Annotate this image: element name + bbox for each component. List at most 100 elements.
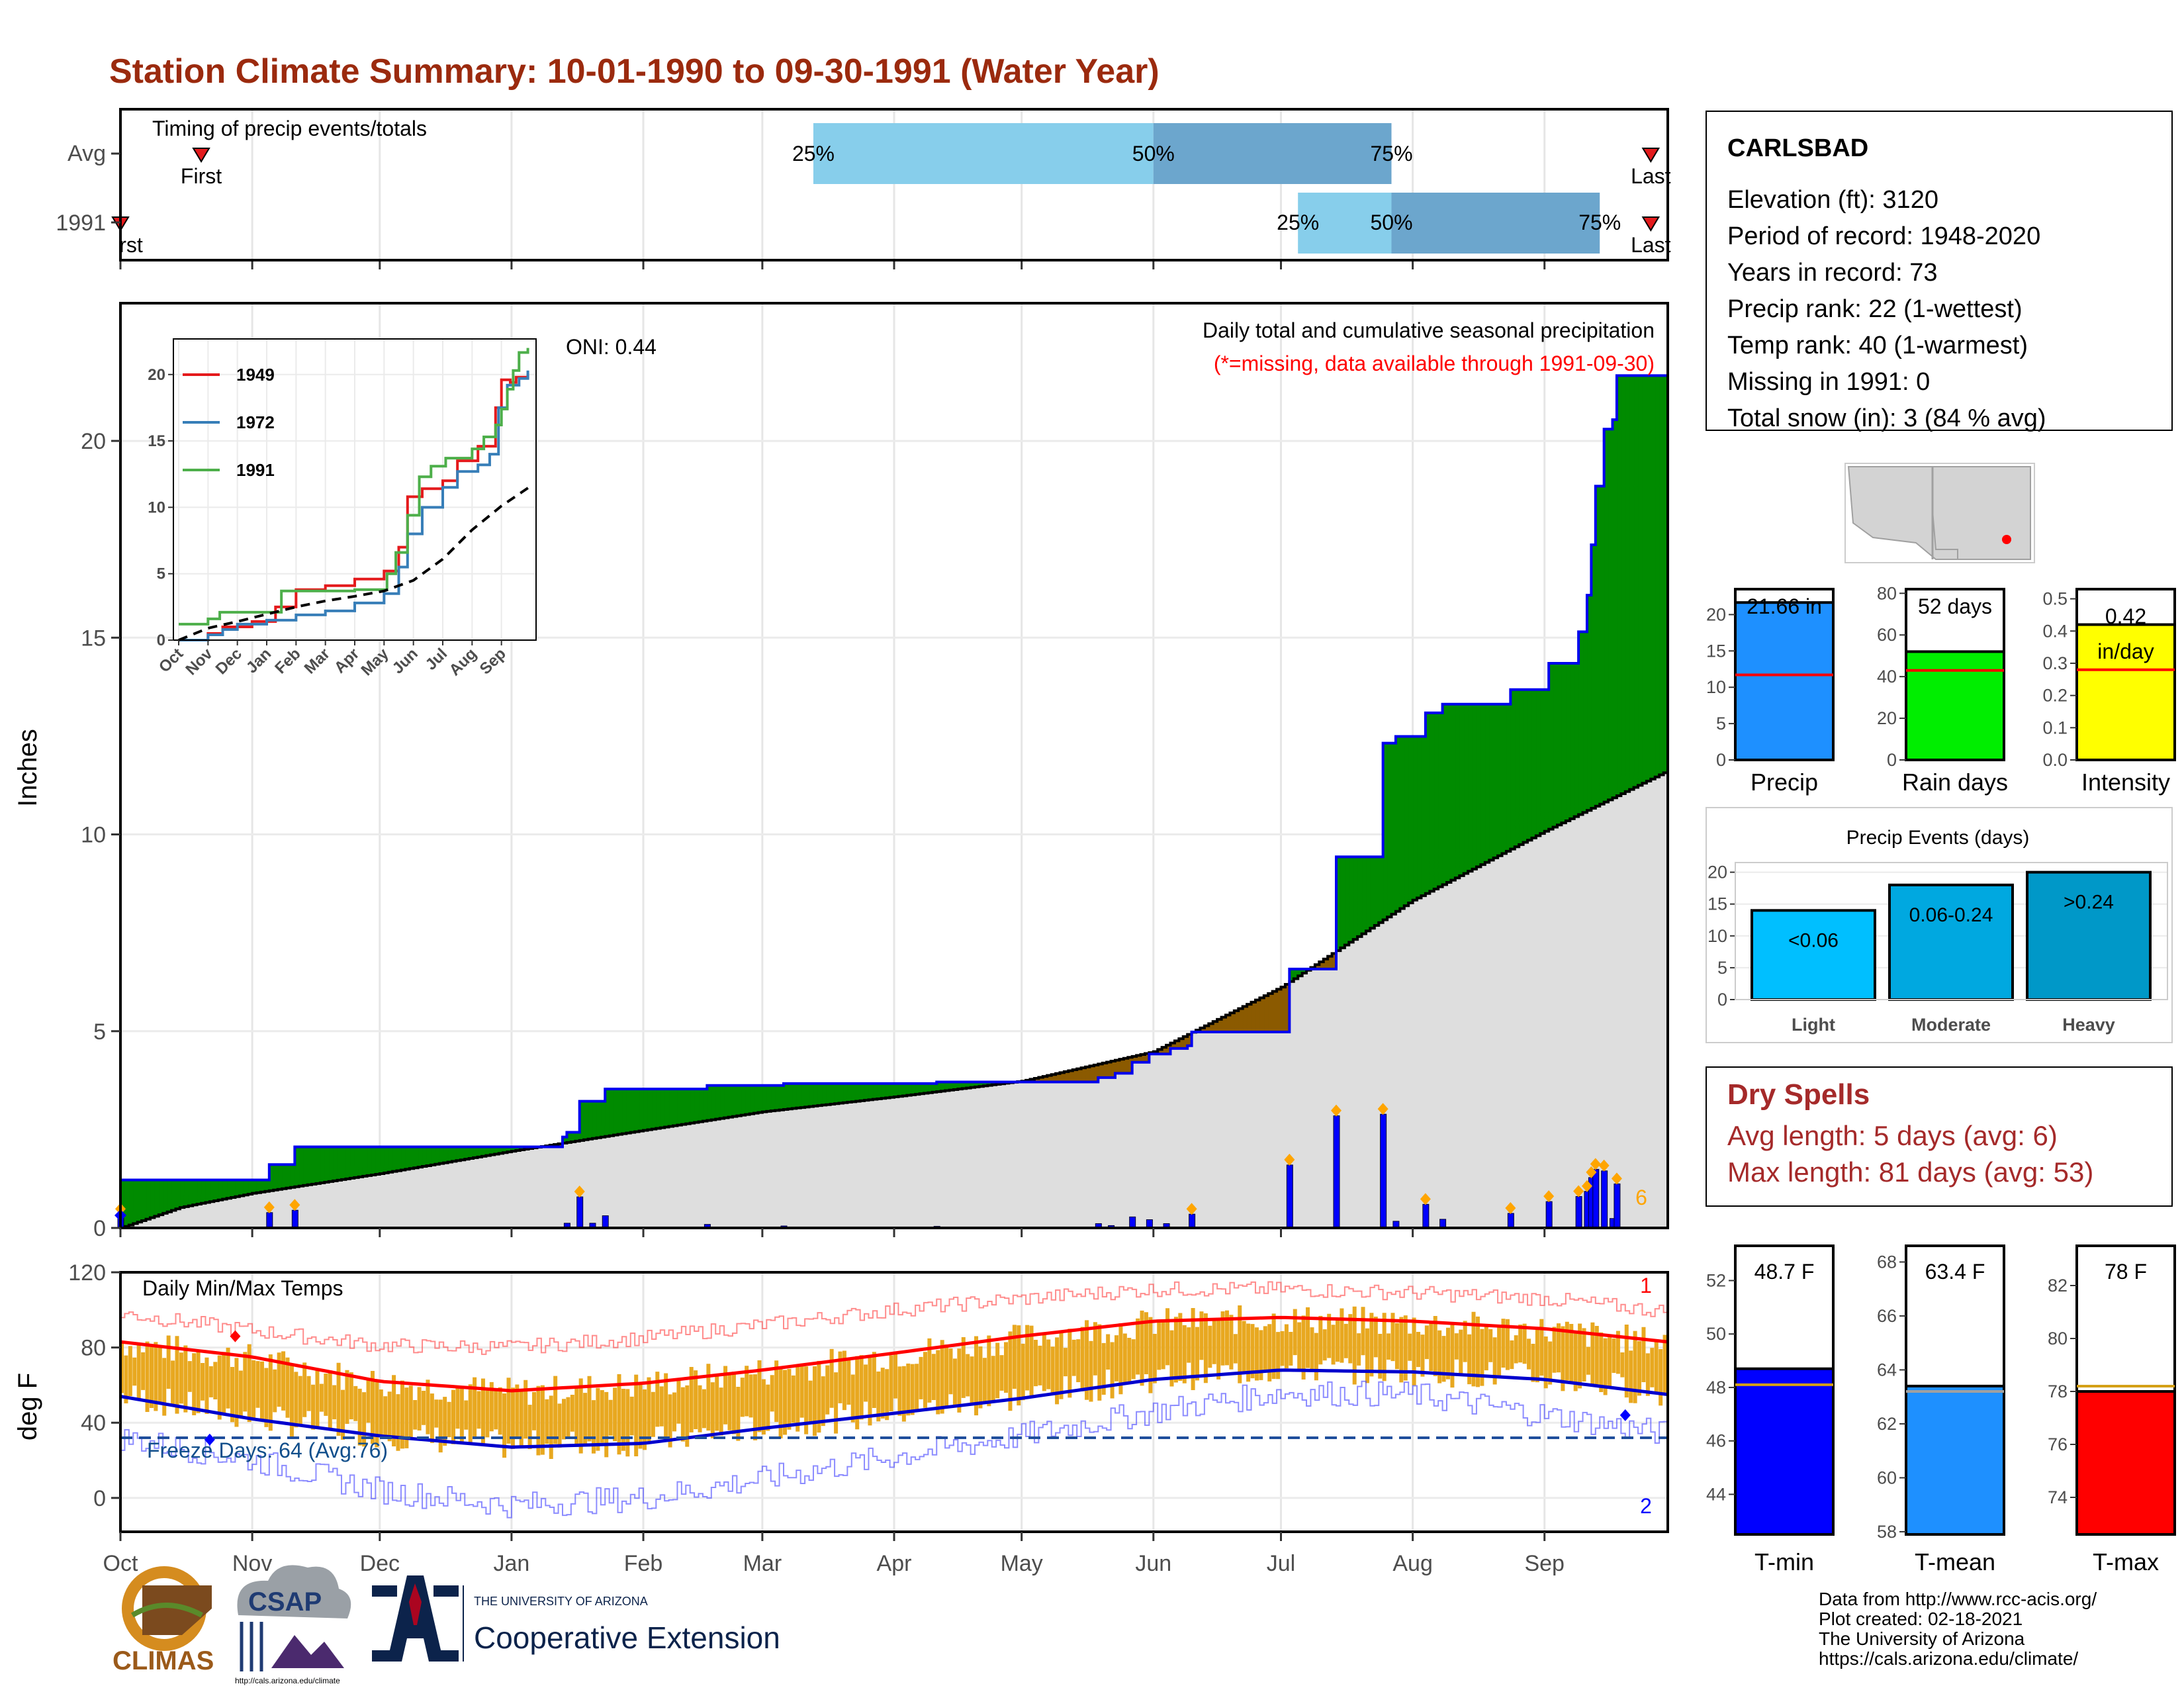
timing-avg-label-75: 75%	[1370, 142, 1412, 165]
timing-avg-last-marker-icon	[1641, 148, 1661, 163]
inset-ytick-label-20: 20	[148, 366, 165, 384]
t-mean-tick-label-66: 66	[1877, 1306, 1897, 1326]
station-temp-rank: Temp rank: 40 (1-warmest)	[1727, 332, 2028, 359]
precip-count-label: 6	[1635, 1186, 1647, 1209]
station-info-box: CARLSBAD Elevation (ft): 3120 Period of …	[1706, 111, 2173, 432]
daily-precip-bar-1991-09-02	[1545, 1201, 1553, 1229]
t-max-tick-label-80: 80	[2048, 1329, 2068, 1348]
rain-days-tick-label-80: 80	[1877, 583, 1897, 603]
station-missing: Missing in 1991: 0	[1727, 368, 1930, 396]
events-bar-label-moderate: 0.06-0.24	[1909, 904, 1993, 926]
timing-1991-label-50: 50%	[1370, 211, 1412, 234]
month-label-jun: Jun	[1135, 1551, 1171, 1576]
precip-total-category-label: Precip	[1751, 769, 1818, 796]
timing-avg-bar-25-50	[813, 123, 1154, 184]
rain-days-bar	[1905, 650, 2005, 762]
heavy-event-marker-1990-11-11	[289, 1199, 300, 1211]
temp-panel: 0 40 80 120 deg F Daily Min/Max Temps Freez…	[13, 1260, 1669, 1541]
precip-total-tick-label-5: 5	[1716, 714, 1726, 733]
precip-y-label: Inches	[13, 729, 42, 807]
heavy-event-marker-1991-09-18	[1611, 1172, 1622, 1185]
credit-line-2: Plot created: 02-18-2021	[1819, 1609, 2023, 1629]
t-min-bar	[1734, 1367, 1835, 1536]
t-max-tick-label-74: 74	[2048, 1487, 2068, 1507]
daily-precip-bar-1991-09-18	[1614, 1183, 1621, 1229]
heavy-event-marker-1991-07-14	[1331, 1104, 1342, 1117]
daily-precip-bar-1991-07-25	[1380, 1113, 1387, 1229]
month-label-sep: Sep	[1524, 1551, 1565, 1576]
daily-precip-bar-1991-06-10	[1189, 1213, 1196, 1229]
events-bar-light	[1751, 909, 1876, 1002]
inset-line-average	[178, 485, 532, 641]
events-bar-label-heavy: >0.24	[2064, 892, 2114, 914]
precip-total-chart: 0 5 10 15 20 21.66 in Precip	[1706, 588, 1835, 796]
dry-spells-max: Max length: 81 days (avg: 53)	[1727, 1156, 2093, 1188]
ua-inner-icon	[409, 1583, 422, 1625]
inset-ytick-label-15: 15	[148, 432, 165, 450]
daily-precip-bar-1991-07-03	[1286, 1164, 1293, 1229]
csap-url: http://cals.arizona.edu/climate	[235, 1676, 340, 1685]
intensity-tick-label-0.2: 0.2	[2042, 686, 2068, 706]
t-min-tick-label-44: 44	[1706, 1484, 1726, 1504]
daily-precip-bar-1991-05-27	[1129, 1216, 1136, 1229]
events-category-light: Light	[1792, 1015, 1835, 1035]
ua-logo: THE UNIVERSITY OF ARIZONA Cooperative Ex…	[372, 1575, 780, 1662]
record-high-marker	[230, 1330, 241, 1342]
oni-value: ONI: 0.44	[566, 335, 657, 359]
month-label-apr: Apr	[877, 1551, 912, 1576]
heavy-event-marker-1991-09-02	[1543, 1190, 1555, 1203]
events-tick-label-5: 5	[1717, 958, 1727, 978]
precip-ytick-label-20: 20	[81, 429, 106, 454]
month-label-nov: Nov	[232, 1551, 272, 1576]
ua-serif-icon	[372, 1585, 459, 1662]
heavy-event-marker-1991-09-13	[1590, 1158, 1601, 1170]
month-label-jul: Jul	[1267, 1551, 1295, 1576]
figure-title: Station Climate Summary: 10-01-1990 to 0…	[109, 52, 1160, 91]
t-min-tick-label-50: 50	[1706, 1324, 1726, 1344]
timing-1991-label-25: 25%	[1277, 211, 1319, 234]
csap-wordmark: CSAP	[248, 1587, 322, 1617]
t-mean-tick-label-60: 60	[1877, 1468, 1897, 1487]
rain-days-category-label: Rain days	[1902, 769, 2008, 796]
ua-big-text: Cooperative Extension	[474, 1620, 780, 1655]
timing-panel: Timing of precip events/totals Avg 1991 …	[56, 108, 1671, 269]
timing-avg-label-25: 25%	[792, 142, 835, 165]
t-max-bar	[2075, 1390, 2176, 1536]
temp-y-label: deg F	[13, 1373, 42, 1440]
station-precip-rank: Precip rank: 22 (1-wettest)	[1727, 295, 2023, 323]
temp-title: Daily Min/Max Temps	[142, 1276, 343, 1300]
record-high-count: 1	[1640, 1274, 1652, 1297]
t-mean-tick-label-68: 68	[1877, 1252, 1897, 1272]
t-max-category-label: T-max	[2093, 1548, 2159, 1575]
heavy-event-marker-1991-09-09	[1573, 1185, 1584, 1197]
csap-cloud-icon	[237, 1565, 351, 1618]
daily-precip-bar-1991-09-09	[1575, 1196, 1582, 1229]
month-label-mar: Mar	[743, 1551, 782, 1576]
ua-small-text: THE UNIVERSITY OF ARIZONA	[474, 1595, 648, 1608]
events-bar-moderate	[1888, 883, 2014, 1002]
precip-total-tick-label-10: 10	[1706, 677, 1726, 697]
rain-days-tick-label-0: 0	[1887, 750, 1897, 770]
station-period: Period of record: 1948-2020	[1727, 222, 2040, 250]
month-label-aug: Aug	[1392, 1551, 1433, 1576]
t-max-value-label: 78 F	[2105, 1260, 2147, 1284]
events-bar-label-light: <0.06	[1788, 929, 1839, 951]
month-label-oct: Oct	[103, 1551, 138, 1576]
temp-ytick-label-80: 80	[81, 1336, 106, 1361]
timing-1991-label-75: 75%	[1578, 211, 1621, 234]
locator-map	[1844, 463, 2035, 563]
inset-legend-label-1991: 1991	[236, 460, 275, 480]
heavy-event-marker-1991-07-25	[1377, 1103, 1388, 1115]
csap-logo: CSAP http://cals.arizona.edu/climate	[235, 1565, 351, 1685]
station-box-frame	[1706, 111, 2173, 431]
events-category-moderate: Moderate	[1911, 1015, 1991, 1035]
events-title: Precip Events (days)	[1846, 827, 2030, 849]
timing-1991-bar-50-75	[1391, 193, 1600, 254]
intensity-chart: 0.0 0.1 0.2 0.3 0.4 0.5 0.42 in/day Intensity	[2042, 588, 2176, 796]
month-label-jan: Jan	[494, 1551, 530, 1576]
precip-ytick-label-15: 15	[81, 626, 106, 651]
daily-precip-bar-1991-07-14	[1333, 1115, 1340, 1229]
heavy-event-marker-1991-08-24	[1505, 1202, 1516, 1215]
heavy-event-marker-1990-11-05	[263, 1201, 275, 1213]
